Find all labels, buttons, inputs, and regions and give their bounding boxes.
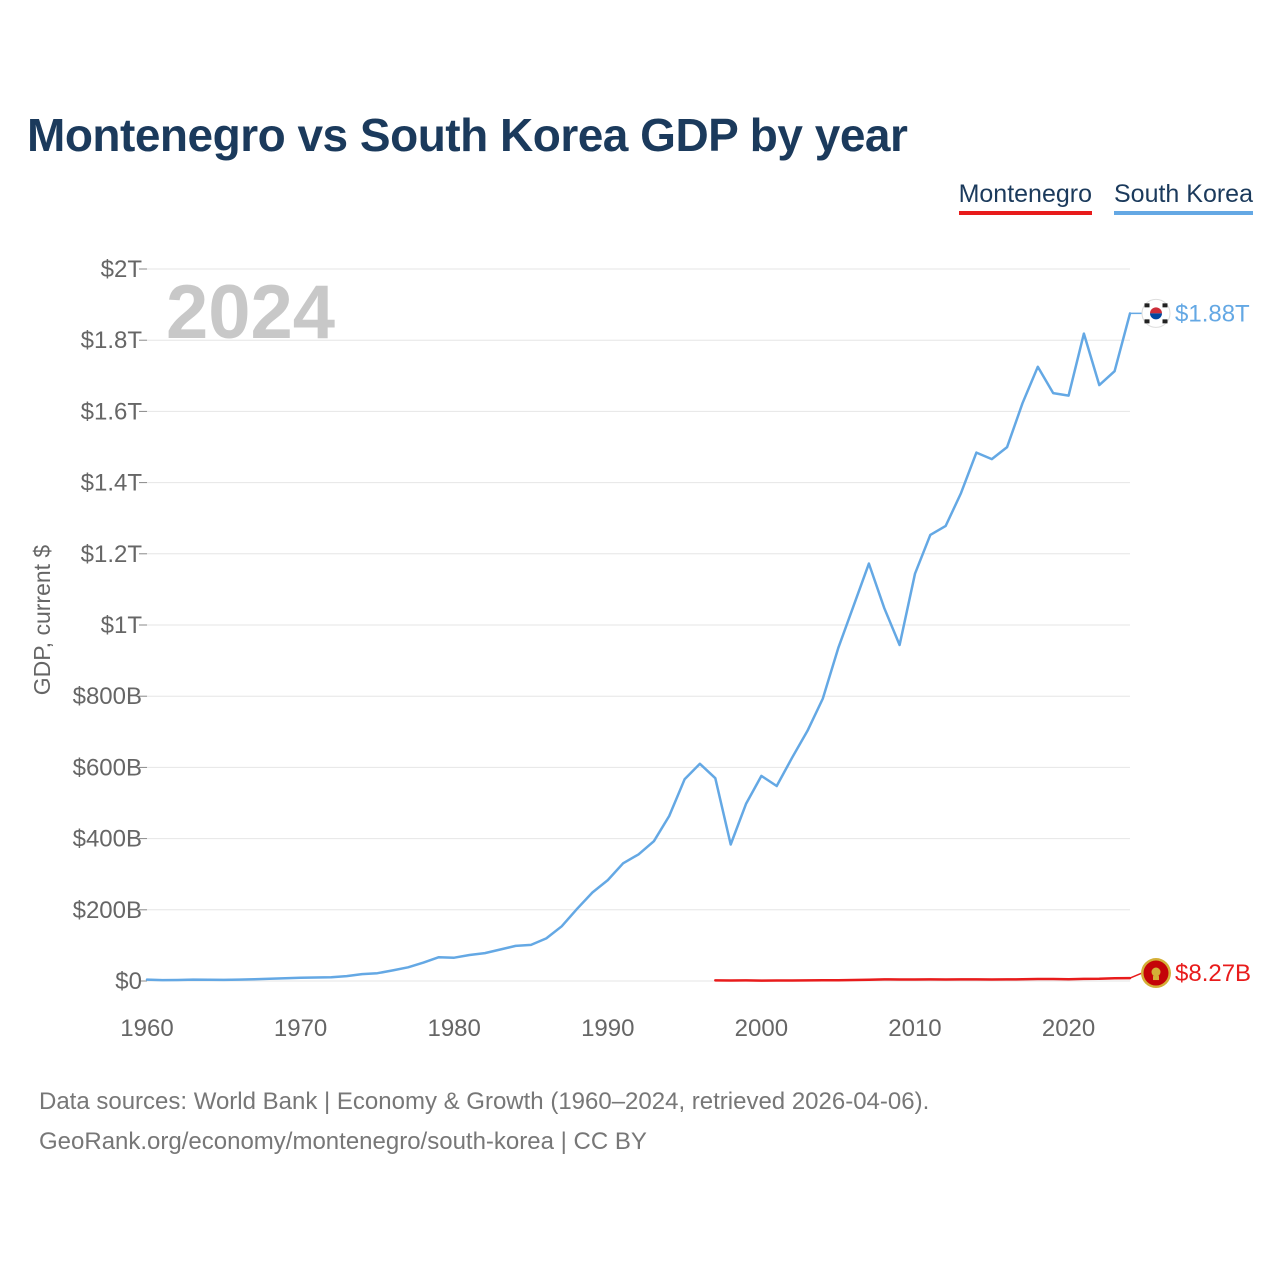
source-line-data: Data sources: World Bank | Economy & Gro… — [39, 1088, 930, 1115]
y-axis: $0 $200B $400B $600B $800B $1T $1.2T $1.4T $1.6T… — [73, 256, 147, 995]
x-tick-label: 1970 — [274, 1015, 327, 1042]
y-tick-label: $0 — [115, 968, 142, 995]
y-tick-label: $1T — [101, 612, 143, 639]
x-tick-label: 1980 — [427, 1015, 480, 1042]
series-line-south-korea — [145, 312, 1132, 982]
source-note: Data sources: World Bank | Economy & Gro… — [39, 1082, 929, 1162]
legend-item-south-korea[interactable]: South Korea — [1114, 180, 1253, 215]
series — [145, 312, 1132, 982]
y-tick-label: $800B — [73, 683, 142, 710]
y-tick-label: $2T — [101, 256, 143, 283]
legend-item-montenegro[interactable]: Montenegro — [958, 180, 1092, 215]
x-tick-label: 2000 — [735, 1015, 788, 1042]
y-tick-label: $1.2T — [81, 541, 143, 568]
y-tick-label: $1.8T — [81, 327, 143, 354]
end-labels: $1.88T $8.27B — [1129, 298, 1251, 989]
south-korea-flag-icon — [1141, 298, 1171, 328]
y-axis-title: GDP, current $ — [29, 545, 55, 696]
y-tick-label: $400B — [73, 826, 142, 853]
series-line-montenegro — [714, 976, 1132, 982]
end-connector-montenegro — [1129, 972, 1143, 979]
y-tick-label: $600B — [73, 754, 142, 781]
y-tick-label: $200B — [73, 897, 142, 924]
y-tick-label: $1.4T — [81, 470, 143, 497]
end-value-label-south-korea: $1.88T — [1175, 300, 1250, 327]
end-value-label-montenegro: $8.27B — [1175, 960, 1251, 987]
source-line-url[interactable]: GeoRank.org/economy/montenegro/south-kor… — [39, 1128, 647, 1155]
x-tick-label: 1990 — [581, 1015, 634, 1042]
year-annotation: 2024 — [166, 270, 335, 355]
x-tick-label: 2020 — [1042, 1015, 1095, 1042]
x-tick-label: 1960 — [120, 1015, 173, 1042]
legend: Montenegro South Korea — [958, 180, 1253, 215]
x-axis: 1960 1970 1980 1990 2000 2010 2020 — [120, 1015, 1095, 1042]
y-tick-label: $1.6T — [81, 398, 143, 425]
x-tick-label: 2010 — [888, 1015, 941, 1042]
montenegro-flag-icon — [1141, 958, 1171, 989]
chart-title: Montenegro vs South Korea GDP by year — [27, 109, 908, 161]
gridlines — [147, 268, 1130, 982]
